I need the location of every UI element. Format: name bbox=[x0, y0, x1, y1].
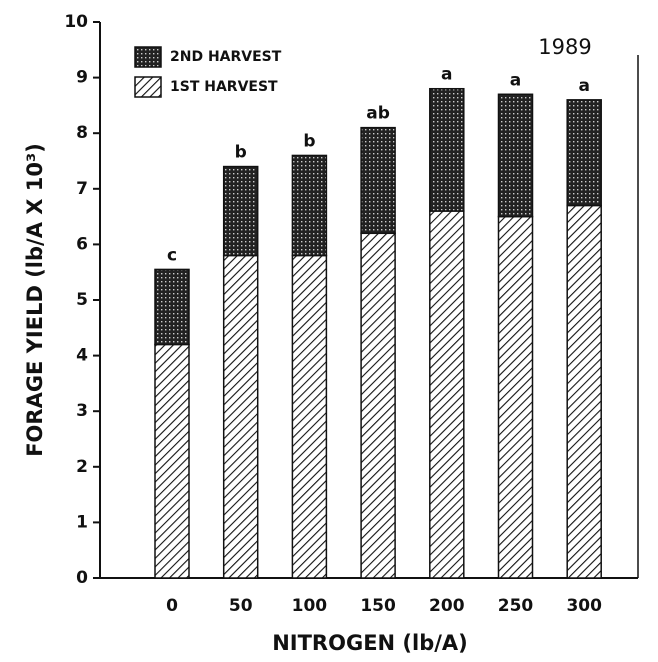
bar-label: ab bbox=[366, 104, 390, 124]
legend-swatch bbox=[134, 46, 162, 68]
y-tick-label: 5 bbox=[76, 290, 88, 310]
bar-segment bbox=[497, 215, 534, 579]
bar-label: c bbox=[167, 245, 177, 265]
bar-label: a bbox=[578, 76, 589, 96]
y-tick-label: 1 bbox=[76, 512, 88, 532]
x-tick-label: 150 bbox=[360, 596, 396, 616]
legend-label: 1ST HARVEST bbox=[170, 79, 278, 95]
y-tick-label: 6 bbox=[76, 234, 88, 254]
bar-label: a bbox=[441, 65, 452, 85]
bar-segment bbox=[566, 99, 602, 207]
y-tick-label: 8 bbox=[76, 123, 88, 143]
x-tick-label: 250 bbox=[498, 596, 534, 616]
y-tick-label: 0 bbox=[76, 568, 88, 588]
y-tick-label: 4 bbox=[76, 346, 88, 366]
y-tick-label: 9 bbox=[76, 68, 88, 88]
x-axis-label: NITROGEN (lb/A) bbox=[272, 631, 468, 655]
bar-segment bbox=[566, 204, 602, 579]
x-tick-label: 200 bbox=[429, 596, 465, 616]
bar-segment bbox=[360, 126, 396, 235]
y-tick-label: 7 bbox=[76, 179, 88, 199]
x-tick-label: 0 bbox=[166, 596, 178, 616]
bar-label: b bbox=[235, 143, 247, 163]
bar-segment bbox=[154, 268, 190, 346]
legend-swatch bbox=[134, 76, 162, 98]
annotation: 1989 bbox=[538, 35, 591, 59]
x-tick-label: 100 bbox=[292, 596, 328, 616]
bar-segment bbox=[429, 87, 465, 212]
bar-segment bbox=[360, 232, 396, 579]
x-tick-label: 300 bbox=[566, 596, 602, 616]
bar-segment bbox=[429, 210, 465, 579]
y-tick-label: 3 bbox=[76, 401, 88, 421]
bar-segment bbox=[222, 254, 259, 579]
bar-segment bbox=[291, 154, 328, 257]
bar-label: a bbox=[510, 70, 521, 90]
bar-segment bbox=[222, 165, 259, 257]
y-axis-label: FORAGE YIELD (lb/A X 10³) bbox=[23, 143, 47, 457]
bar-label: b bbox=[303, 131, 315, 151]
legend-label: 2ND HARVEST bbox=[170, 49, 282, 65]
y-tick-label: 2 bbox=[76, 457, 88, 477]
y-tick-label: 10 bbox=[64, 12, 88, 32]
bar-segment bbox=[497, 93, 534, 218]
bar-segment bbox=[291, 254, 328, 579]
x-tick-label: 50 bbox=[229, 596, 253, 616]
bar-segment bbox=[154, 343, 190, 579]
